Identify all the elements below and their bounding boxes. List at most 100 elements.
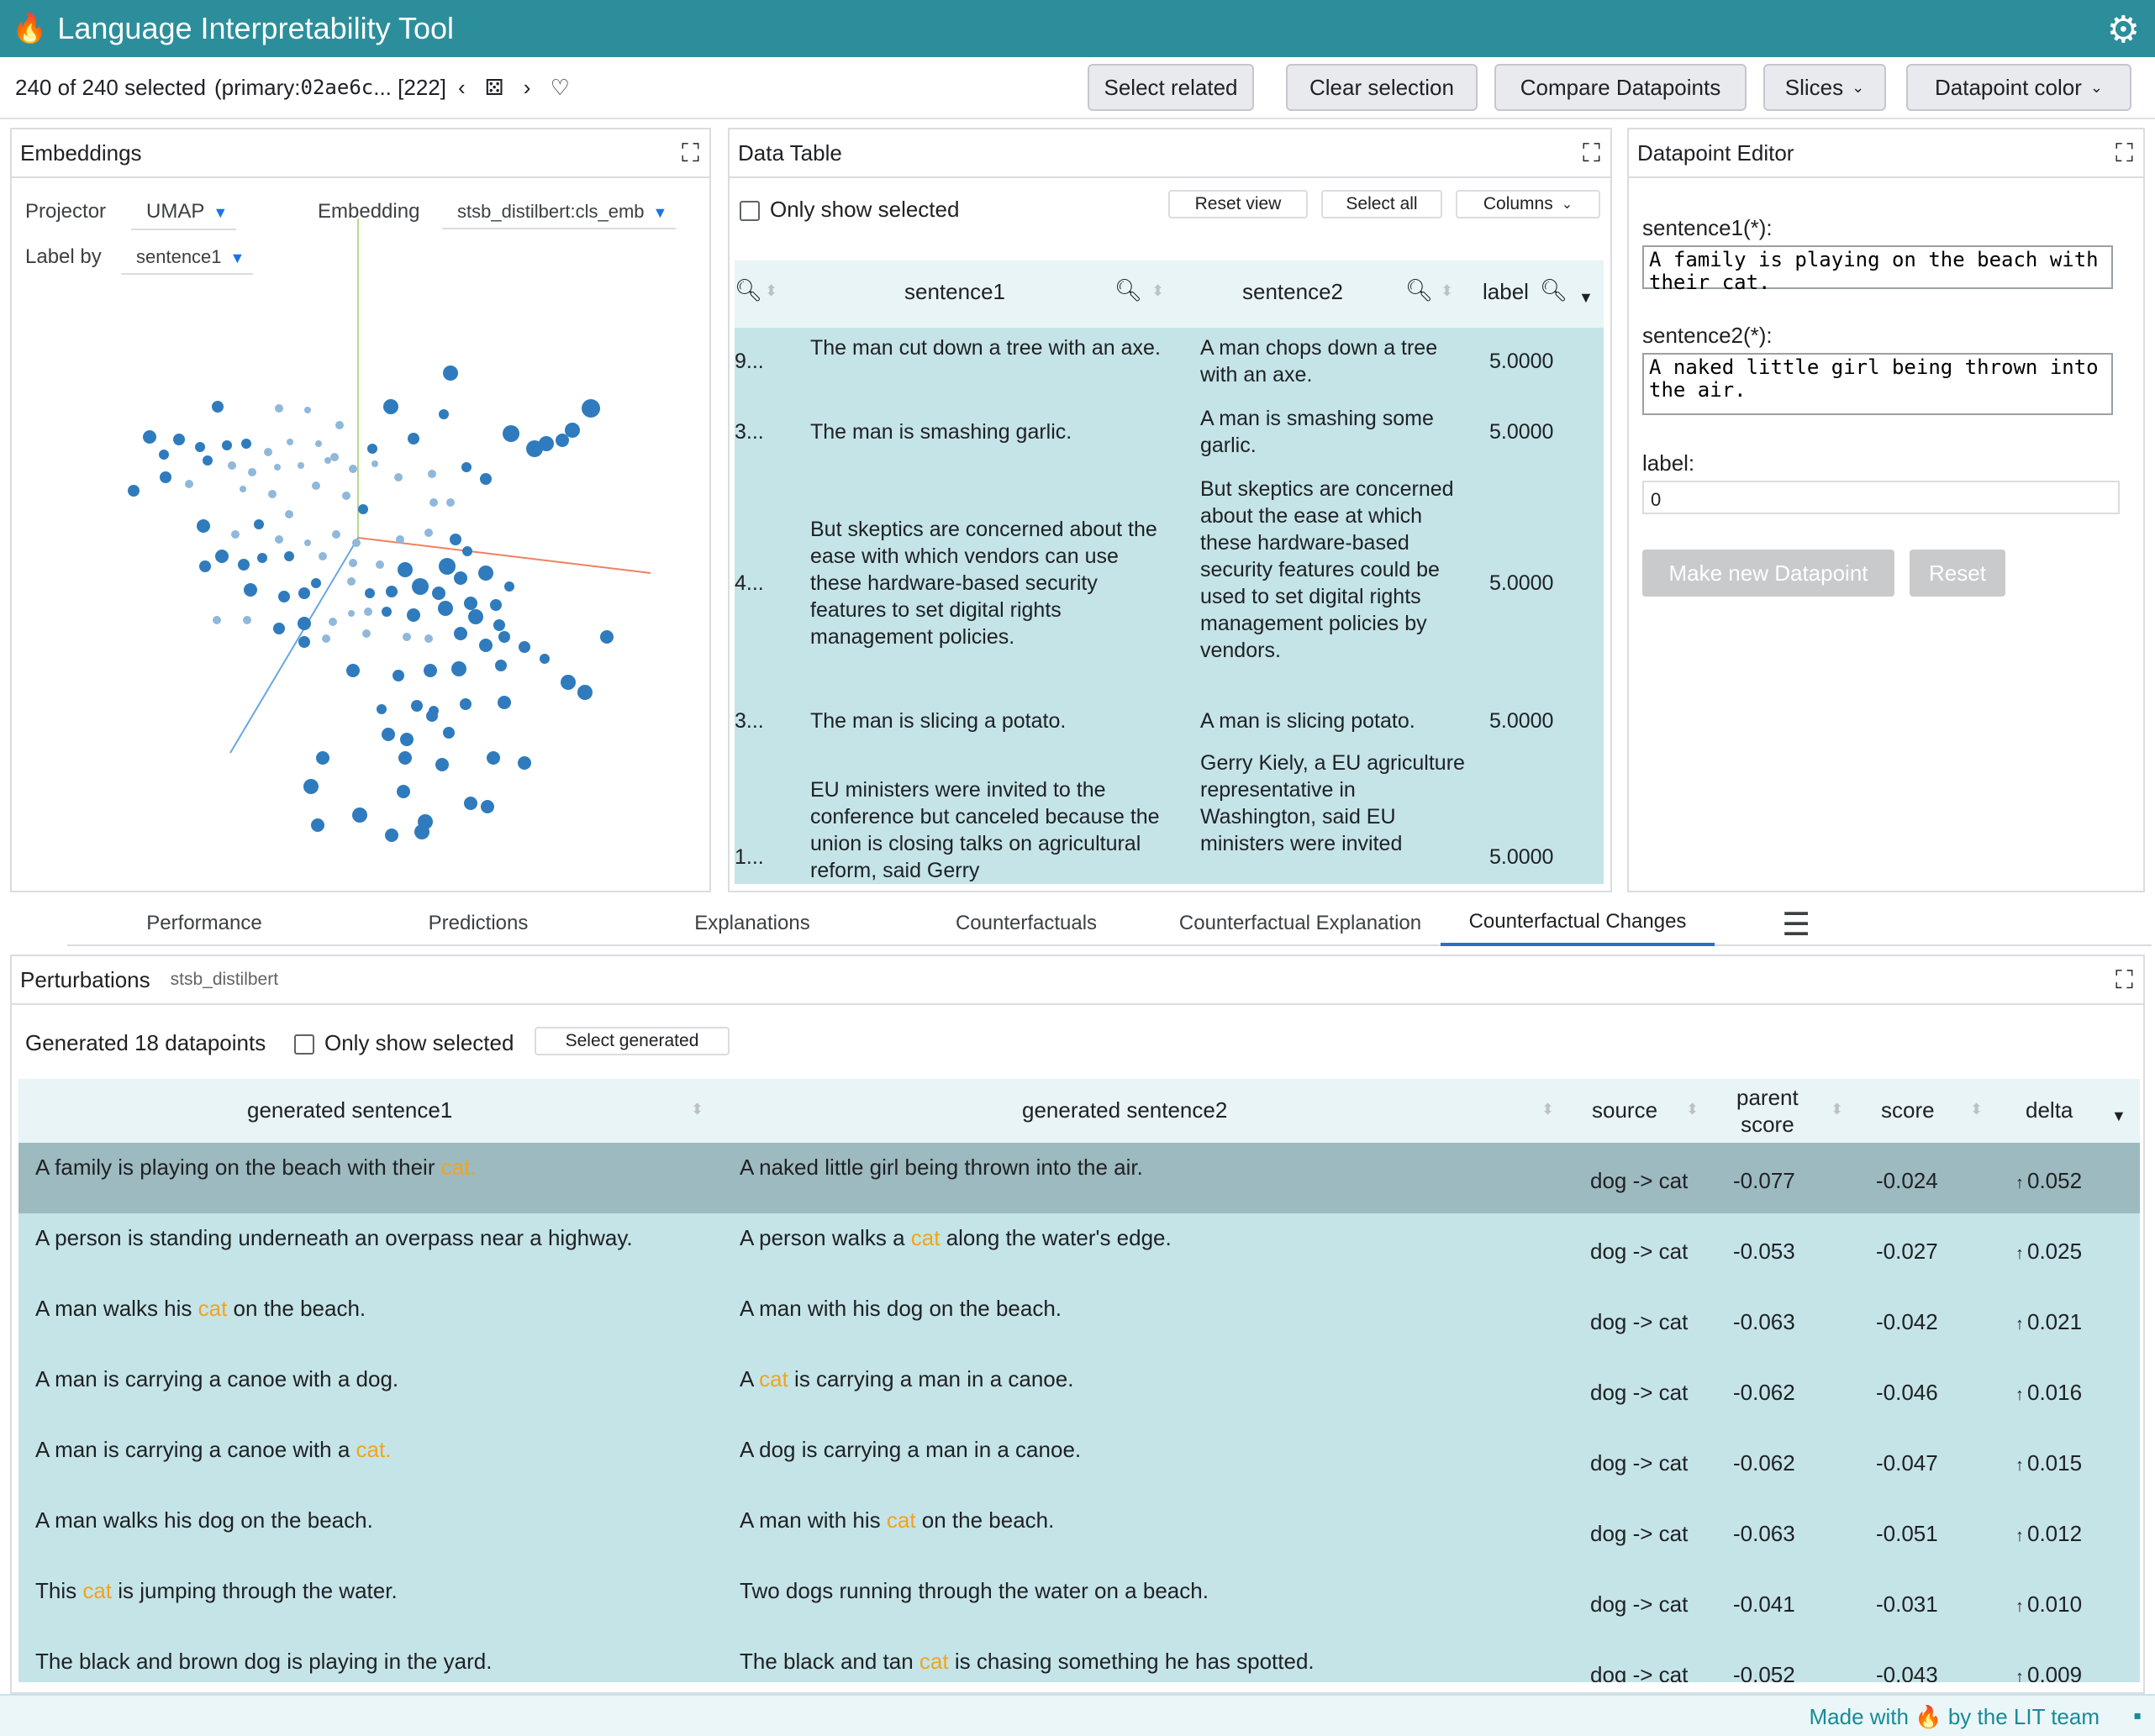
embedding-point[interactable] bbox=[428, 470, 436, 478]
embedding-point[interactable] bbox=[461, 462, 472, 472]
embedding-point[interactable] bbox=[311, 578, 321, 588]
sort-icon[interactable]: ⬍ bbox=[765, 282, 778, 299]
search-icon[interactable]: 🔍︎ bbox=[1540, 277, 1568, 302]
embedding-point[interactable] bbox=[556, 434, 569, 447]
embedding-point[interactable] bbox=[503, 425, 519, 442]
embedding-scatter-plot[interactable] bbox=[12, 218, 709, 891]
tab-performance[interactable]: Performance bbox=[146, 912, 262, 934]
sort-desc-icon[interactable]: ▼ bbox=[2111, 1107, 2126, 1124]
embedding-point[interactable] bbox=[213, 616, 221, 624]
embedding-point[interactable] bbox=[480, 473, 492, 485]
embedding-point[interactable] bbox=[311, 818, 324, 832]
embedding-point[interactable] bbox=[352, 808, 367, 823]
embedding-point[interactable] bbox=[241, 439, 251, 449]
select-all-button[interactable]: Select all bbox=[1321, 190, 1442, 218]
embedding-point[interactable] bbox=[212, 401, 224, 413]
expand-icon[interactable]: ⛶ bbox=[2115, 966, 2133, 994]
table-row[interactable]: A man walks his cat on the beach. A man w… bbox=[18, 1284, 2140, 1355]
embedding-point[interactable] bbox=[243, 616, 251, 624]
embedding-point[interactable] bbox=[403, 633, 411, 641]
embedding-point[interactable] bbox=[322, 634, 330, 643]
embedding-point[interactable] bbox=[539, 436, 554, 451]
embedding-point[interactable] bbox=[438, 601, 453, 616]
embedding-point[interactable] bbox=[394, 473, 403, 481]
embedding-point[interactable] bbox=[348, 610, 355, 617]
embedding-point[interactable] bbox=[478, 566, 493, 581]
embedding-point[interactable] bbox=[600, 630, 614, 644]
embedding-point[interactable] bbox=[504, 581, 514, 592]
compare-datapoints-button[interactable]: Compare Datapoints bbox=[1494, 64, 1747, 111]
embedding-point[interactable] bbox=[231, 530, 240, 539]
embedding-point[interactable] bbox=[298, 636, 310, 648]
embedding-point[interactable] bbox=[582, 399, 600, 418]
sentence1-textarea[interactable]: A family is playing on the beach with th… bbox=[1642, 245, 2113, 294]
embedding-point[interactable] bbox=[319, 552, 327, 560]
embedding-point[interactable] bbox=[298, 587, 310, 599]
columns-button[interactable]: Columns ⌄ bbox=[1456, 190, 1600, 218]
embedding-point[interactable] bbox=[412, 578, 429, 595]
embedding-point[interactable] bbox=[298, 617, 311, 630]
embedding-point[interactable] bbox=[446, 498, 455, 507]
embedding-point[interactable] bbox=[382, 728, 395, 741]
embedding-point[interactable] bbox=[329, 618, 337, 626]
embedding-point[interactable] bbox=[414, 824, 429, 839]
embedding-point[interactable] bbox=[240, 486, 246, 492]
embedding-point[interactable] bbox=[332, 530, 340, 539]
embedding-point[interactable] bbox=[450, 534, 461, 545]
embedding-point[interactable] bbox=[257, 553, 267, 563]
embedding-point[interactable] bbox=[397, 785, 410, 798]
menu-icon[interactable]: ☰ bbox=[1782, 907, 1811, 943]
embedding-point[interactable] bbox=[349, 465, 357, 473]
embedding-point[interactable] bbox=[398, 562, 413, 577]
embedding-point[interactable] bbox=[330, 453, 339, 461]
embedding-point[interactable] bbox=[367, 444, 377, 454]
embedding-point[interactable] bbox=[398, 751, 412, 765]
table-row[interactable]: This cat is jumping through the water. Tw… bbox=[18, 1566, 2140, 1637]
embedding-dropdown[interactable]: stsb_distilbert:cls_emb ▼ bbox=[442, 200, 677, 229]
embedding-point[interactable] bbox=[312, 481, 320, 490]
embedding-point[interactable] bbox=[347, 577, 356, 586]
embedding-point[interactable] bbox=[435, 758, 449, 771]
table-row[interactable]: A person is standing underneath an overp… bbox=[18, 1213, 2140, 1284]
sort-icon[interactable]: ⬍ bbox=[691, 1101, 704, 1118]
embedding-point[interactable] bbox=[377, 704, 387, 714]
embedding-point[interactable] bbox=[143, 430, 156, 444]
sort-icon[interactable]: ⬍ bbox=[1151, 282, 1165, 299]
embedding-point[interactable] bbox=[324, 457, 331, 464]
embedding-point[interactable] bbox=[439, 409, 449, 419]
tab-counterfactuals[interactable]: Counterfactuals bbox=[955, 912, 1098, 934]
embedding-point[interactable] bbox=[173, 434, 185, 445]
embedding-point[interactable] bbox=[248, 468, 256, 476]
embedding-point[interactable] bbox=[479, 639, 493, 652]
slices-button[interactable]: Slices ⌄ bbox=[1763, 64, 1886, 111]
column-header-sentence2[interactable]: sentence2 bbox=[1242, 279, 1343, 304]
embedding-point[interactable] bbox=[464, 597, 477, 610]
embedding-point[interactable] bbox=[197, 519, 210, 533]
expand-icon[interactable]: ⛶ bbox=[1583, 139, 1600, 167]
embedding-point[interactable] bbox=[443, 727, 455, 739]
embedding-point[interactable] bbox=[561, 675, 576, 690]
embedding-point[interactable] bbox=[424, 664, 437, 677]
sort-icon[interactable]: ⬍ bbox=[1441, 282, 1454, 299]
embedding-point[interactable] bbox=[316, 751, 329, 765]
embedding-point[interactable] bbox=[495, 660, 507, 671]
embedding-point[interactable] bbox=[285, 510, 293, 518]
embedding-point[interactable] bbox=[432, 587, 445, 600]
embedding-point[interactable] bbox=[519, 641, 530, 653]
column-header-source[interactable]: source bbox=[1592, 1097, 1658, 1123]
embedding-point[interactable] bbox=[346, 664, 360, 677]
checkbox[interactable] bbox=[740, 201, 760, 222]
projector-dropdown[interactable]: UMAP ▼ bbox=[131, 200, 237, 230]
embedding-point[interactable] bbox=[540, 654, 550, 664]
embedding-point[interactable] bbox=[278, 591, 290, 602]
column-header-score[interactable]: score bbox=[1881, 1097, 1935, 1123]
embedding-point[interactable] bbox=[490, 599, 502, 611]
table-row[interactable]: A man is carrying a canoe with a dog. A c… bbox=[18, 1355, 2140, 1425]
embedding-point[interactable] bbox=[464, 797, 477, 810]
embedding-point[interactable] bbox=[493, 619, 505, 631]
embedding-point[interactable] bbox=[411, 700, 423, 712]
embedding-point[interactable] bbox=[304, 539, 311, 546]
embedding-point[interactable] bbox=[264, 448, 272, 456]
sort-icon[interactable]: ⬍ bbox=[1686, 1101, 1699, 1118]
embedding-point[interactable] bbox=[268, 490, 277, 498]
